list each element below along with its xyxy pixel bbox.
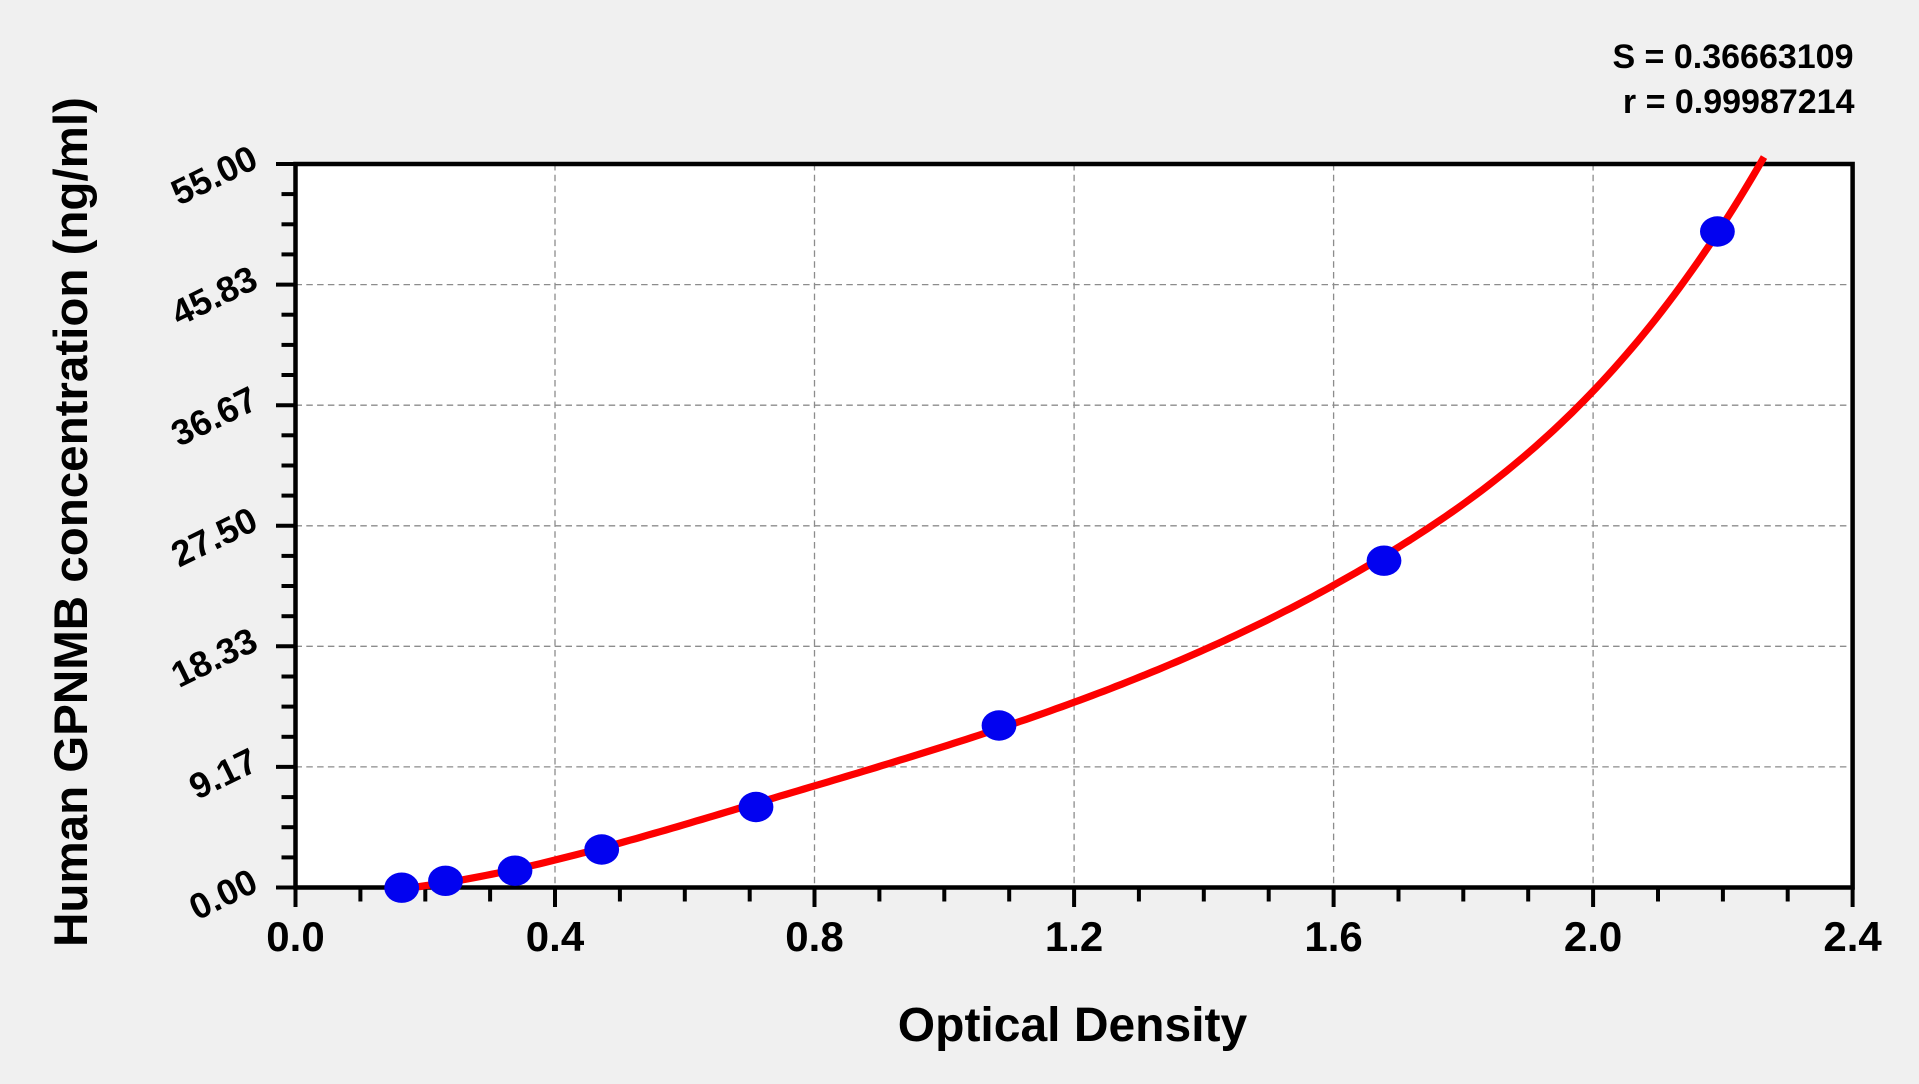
svg-text:0.8: 0.8 (785, 913, 843, 960)
svg-text:2.0: 2.0 (1564, 913, 1622, 960)
svg-text:1.6: 1.6 (1304, 913, 1362, 960)
svg-text:1.2: 1.2 (1045, 913, 1103, 960)
svg-text:0.0: 0.0 (266, 913, 324, 960)
svg-text:2.4: 2.4 (1823, 913, 1882, 960)
svg-text:r = 0.99987214: r = 0.99987214 (1623, 83, 1855, 121)
svg-text:Human GPNMB concentration (ng/: Human GPNMB concentration (ng/ml) (45, 97, 98, 947)
svg-text:S = 0.36663109: S = 0.36663109 (1612, 38, 1853, 76)
svg-text:Optical Density: Optical Density (898, 999, 1248, 1052)
svg-text:0.4: 0.4 (526, 913, 585, 960)
